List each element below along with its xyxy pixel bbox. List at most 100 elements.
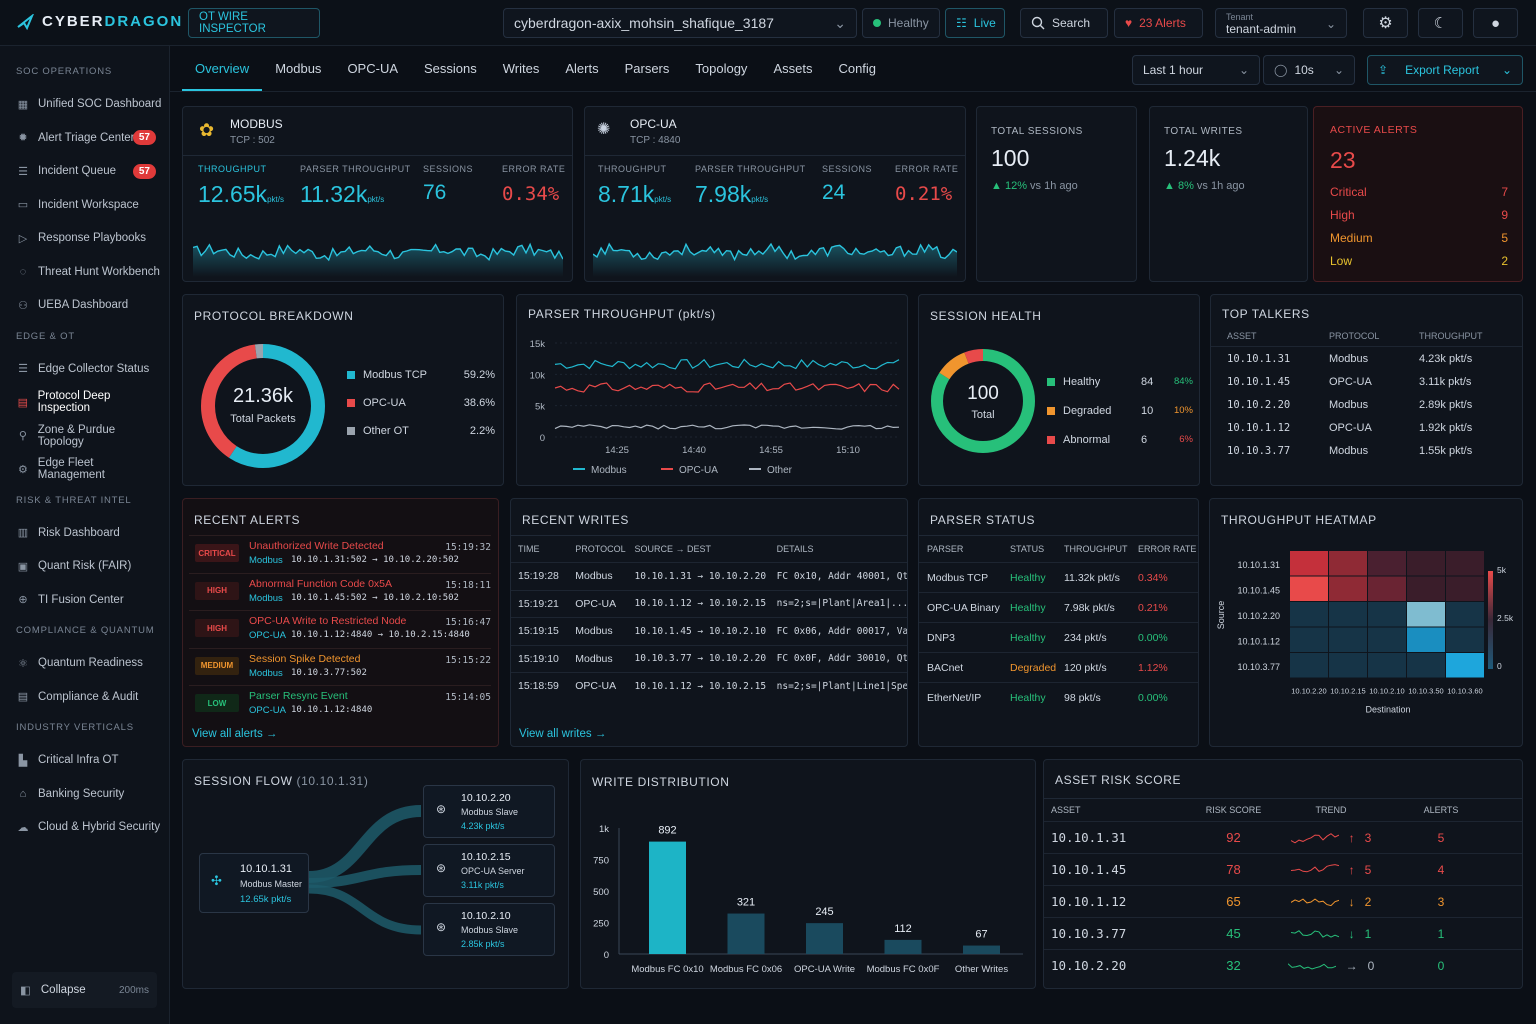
collapse-button[interactable]: ◧ Collapse 200ms (12, 972, 157, 1008)
flow-source-node[interactable]: ✣ 10.10.1.31 Modbus Master 12.65k pkt/s (199, 853, 309, 913)
export-report-button[interactable]: ⇪ Export Report ⌄ (1367, 55, 1523, 85)
alert-row[interactable]: HIGH OPC-UA Write to Restricted Node OPC-U… (189, 610, 491, 646)
tab-modbus[interactable]: Modbus (275, 61, 322, 76)
table-row[interactable]: 15:19:15 Modbus 10.10.1.45 → 10.10.2.10 FC … (511, 617, 907, 645)
alert-severity-row[interactable]: Critical 7 (1330, 185, 1508, 208)
total-sessions-card[interactable]: TOTAL SESSIONS 100 ▲ 12% vs 1h ago (976, 106, 1137, 282)
asset-risk-card[interactable]: ASSET RISK SCORE ASSET RISK SCORE TREND ALE… (1043, 759, 1523, 989)
table-row[interactable]: 15:18:59 OPC-UA 10.10.1.12 → 10.10.2.15 ns=… (511, 672, 907, 700)
tab-writes[interactable]: Writes (502, 61, 540, 76)
session-flow-card[interactable]: SESSION FLOW (10.10.1.31) ✣ 10.10.1.31 M… (182, 759, 569, 989)
sidebar-item-incident-workspace[interactable]: ▭ Incident Workspace (16, 193, 162, 217)
flow-target-node[interactable]: ⊛ 10.10.2.10 Modbus Slave 2.85k pkt/s (423, 903, 555, 956)
legend-item[interactable]: OPC-UA 38.6% (347, 389, 495, 417)
sidebar-item-response-playbooks[interactable]: ▷ Response Playbooks (16, 226, 162, 250)
sidebar-item-unified-soc-dashboard[interactable]: ▦ Unified SOC Dashboard (16, 92, 162, 116)
sidebar-item-risk-dashboard[interactable]: ▥ Risk Dashboard (16, 521, 162, 545)
theme-toggle-button[interactable]: ☾ (1418, 8, 1463, 38)
dark-mode-button[interactable]: ● (1473, 8, 1518, 38)
view-all-alerts-link[interactable]: View all alerts → (192, 728, 278, 740)
table-row[interactable]: Modbus TCP Healthy 11.32k pkt/s 0.34% (919, 562, 1198, 592)
legend-item[interactable]: Degraded 10 10% (1047, 396, 1193, 425)
legend-item[interactable]: Healthy 84 84% (1047, 367, 1193, 396)
alert-row[interactable]: MEDIUM Session Spike Detected Modbus 10.10.… (189, 647, 491, 684)
live-toggle[interactable]: ☷ Live (945, 8, 1005, 38)
tab-opc-ua[interactable]: OPC-UA (347, 61, 398, 76)
sidebar-item-critical-infra-ot[interactable]: ▙ Critical Infra OT (16, 748, 162, 772)
time-range-select[interactable]: Last 1 hour ⌄ (1132, 55, 1260, 85)
table-row[interactable]: 10.10.2.20 Modbus 2.89k pkt/s (1211, 393, 1522, 416)
table-row[interactable]: 10.10.1.45 OPC-UA 3.11k pkt/s (1211, 370, 1522, 393)
active-alerts-card[interactable]: ACTIVE ALERTS 23 Critical 7 High 9 Medium 5 Lo… (1313, 106, 1523, 282)
table-row[interactable]: 10.10.3.77 Modbus 1.55k pkt/s (1211, 439, 1522, 462)
tab-assets[interactable]: Assets (773, 61, 813, 76)
recent-writes-card[interactable]: RECENT WRITES TIME PROTOCOL SOURCE → DEST D… (510, 498, 908, 747)
sidebar-item-ueba-dashboard[interactable]: ⚇ UEBA Dashboard (16, 293, 162, 317)
flow-target-node[interactable]: ⊛ 10.10.2.20 Modbus Slave 4.23k pkt/s (423, 785, 555, 838)
alert-severity-row[interactable]: Medium 5 (1330, 231, 1508, 254)
table-row[interactable]: 15:19:28 Modbus 10.10.1.31 → 10.10.2.20 FC … (511, 562, 907, 590)
flow-target-node[interactable]: ⊛ 10.10.2.15 OPC-UA Server 3.11k pkt/s (423, 844, 555, 897)
tab-config[interactable]: Config (838, 61, 877, 76)
brand-logo[interactable]: CYBER DRAGON (16, 13, 183, 30)
product-badge[interactable]: OT WIRE INSPECTOR (188, 8, 320, 38)
session-health-card[interactable]: SESSION HEALTH 100 Total Healthy 84 84% Deg… (918, 294, 1200, 486)
total-writes-card[interactable]: TOTAL WRITES 1.24k ▲ 8% vs 1h ago (1149, 106, 1308, 282)
tab-overview[interactable]: Overview (182, 46, 263, 91)
throughput-heatmap-card[interactable]: THROUGHPUT HEATMAP 10.10.1.31 10.10.1.45 1… (1209, 498, 1523, 747)
sidebar-item-ti-fusion-center[interactable]: ⊕ TI Fusion Center (16, 588, 162, 612)
parser-status-card[interactable]: PARSER STATUS PARSER STATUS THROUGHPUT ERRO… (918, 498, 1199, 747)
tab-parsers[interactable]: Parsers (624, 61, 670, 76)
table-row[interactable]: 10.10.1.31 Modbus 4.23k pkt/s (1211, 347, 1522, 370)
alert-row[interactable]: LOW Parser Resync Event OPC-UA 10.10.1.12:4… (189, 685, 491, 721)
write-distribution-card[interactable]: WRITE DISTRIBUTION 1k 750 500 250 0 892 Modbus… (580, 759, 1036, 989)
sidebar-item-incident-queue[interactable]: ☰ Incident Queue 57 (16, 159, 162, 183)
view-all-writes-link[interactable]: View all writes → (519, 728, 607, 740)
alert-row[interactable]: CRITICAL Unauthorized Write Detected Modbu… (189, 535, 491, 571)
recent-alerts-card[interactable]: RECENT ALERTS CRITICAL Unauthorized Write… (182, 498, 499, 747)
tenant-workspace-select[interactable]: cyberdragon-axix_mohsin_shafique_3187 ⌄ (503, 8, 857, 38)
tab-topology[interactable]: Topology (695, 61, 748, 76)
tenant-select[interactable]: Tenant tenant-admin ⌄ (1215, 8, 1347, 38)
sidebar-item-edge-fleet-management[interactable]: ⚙ Edge Fleet Management (16, 457, 162, 481)
tab-sessions[interactable]: Sessions (424, 61, 477, 76)
table-row[interactable]: OPC-UA Binary Healthy 7.98k pkt/s 0.21% (919, 592, 1198, 622)
tab-alerts[interactable]: Alerts (565, 61, 599, 76)
table-row[interactable]: 10.10.3.77 45 ↓ 1 1 (1044, 917, 1522, 949)
table-row[interactable]: BACnet Degraded 120 pkt/s 1.12% (919, 652, 1198, 682)
sidebar-item-compliance-audit[interactable]: ▤ Compliance & Audit (16, 685, 162, 709)
sidebar-item-edge-collector-status[interactable]: ☰ Edge Collector Status (16, 357, 162, 381)
search-button[interactable]: Search (1020, 8, 1108, 38)
table-row[interactable]: 10.10.1.45 78 ↑ 5 4 (1044, 853, 1522, 885)
sidebar-item-protocol-deep-inspection[interactable]: ▤ Protocol Deep Inspection (16, 390, 162, 414)
sidebar-item-quantum-readiness[interactable]: ⚛ Quantum Readiness (16, 651, 162, 675)
table-row[interactable]: 10.10.1.12 OPC-UA 1.92k pkt/s (1211, 416, 1522, 439)
alerts-button[interactable]: ♥ 23 Alerts (1114, 8, 1203, 38)
settings-button[interactable]: ⚙ (1363, 8, 1408, 38)
sidebar-item-banking-security[interactable]: ⌂ Banking Security (16, 782, 162, 806)
legend-item[interactable]: Modbus TCP 59.2% (347, 361, 495, 389)
alert-severity-row[interactable]: Low 2 (1330, 254, 1508, 277)
table-row[interactable]: 10.10.1.31 92 ↑ 3 5 (1044, 821, 1522, 853)
table-row[interactable]: DNP3 Healthy 234 pkt/s 0.00% (919, 622, 1198, 652)
refresh-interval-select[interactable]: ◯ 10s ⌄ (1263, 55, 1355, 85)
table-row[interactable]: 15:19:10 Modbus 10.10.3.77 → 10.10.2.20 FC … (511, 644, 907, 673)
sidebar-item-threat-hunt-workbench[interactable]: ◌ Threat Hunt Workbench (16, 260, 162, 284)
legend-item[interactable]: Other OT 2.2% (347, 417, 495, 445)
parser-throughput-card[interactable]: PARSER THROUGHPUT (pkt/s) 15k 10k 5k 0 14:25… (516, 294, 908, 486)
sidebar-item-zone-purdue-topology[interactable]: ⚲ Zone & Purdue Topology (16, 424, 162, 448)
legend-item[interactable]: Abnormal 6 6% (1047, 425, 1193, 454)
alert-row[interactable]: HIGH Abnormal Function Code 0x5A Modbus 10.… (189, 572, 491, 609)
opcua-card[interactable]: ✺ OPC-UA TCP : 4840 THROUGHPUT PARSER TH… (584, 106, 966, 282)
modbus-card[interactable]: ✿ MODBUS TCP : 502 THROUGHPUT PARSER THR… (182, 106, 573, 282)
alert-severity-row[interactable]: High 9 (1330, 208, 1508, 231)
sidebar-item-alert-triage-center[interactable]: ✹ Alert Triage Center 57 (16, 126, 162, 150)
table-row[interactable]: 15:19:21 OPC-UA 10.10.1.12 → 10.10.2.15 ns=… (511, 589, 907, 618)
table-row[interactable]: 10.10.2.20 32 → 0 0 (1044, 949, 1522, 981)
sidebar-item-quant-risk-fair-[interactable]: ▣ Quant Risk (FAIR) (16, 554, 162, 578)
top-talkers-card[interactable]: TOP TALKERS ASSET PROTOCOL THROUGHPUT 10.10… (1210, 294, 1523, 486)
table-row[interactable]: 10.10.1.12 65 ↓ 2 3 (1044, 885, 1522, 917)
protocol-breakdown-card[interactable]: PROTOCOL BREAKDOWN 21.36k Total Packets … (182, 294, 504, 486)
table-row[interactable]: EtherNet/IP Healthy 98 pkt/s 0.00% (919, 682, 1198, 712)
health-status[interactable]: Healthy (862, 8, 940, 38)
